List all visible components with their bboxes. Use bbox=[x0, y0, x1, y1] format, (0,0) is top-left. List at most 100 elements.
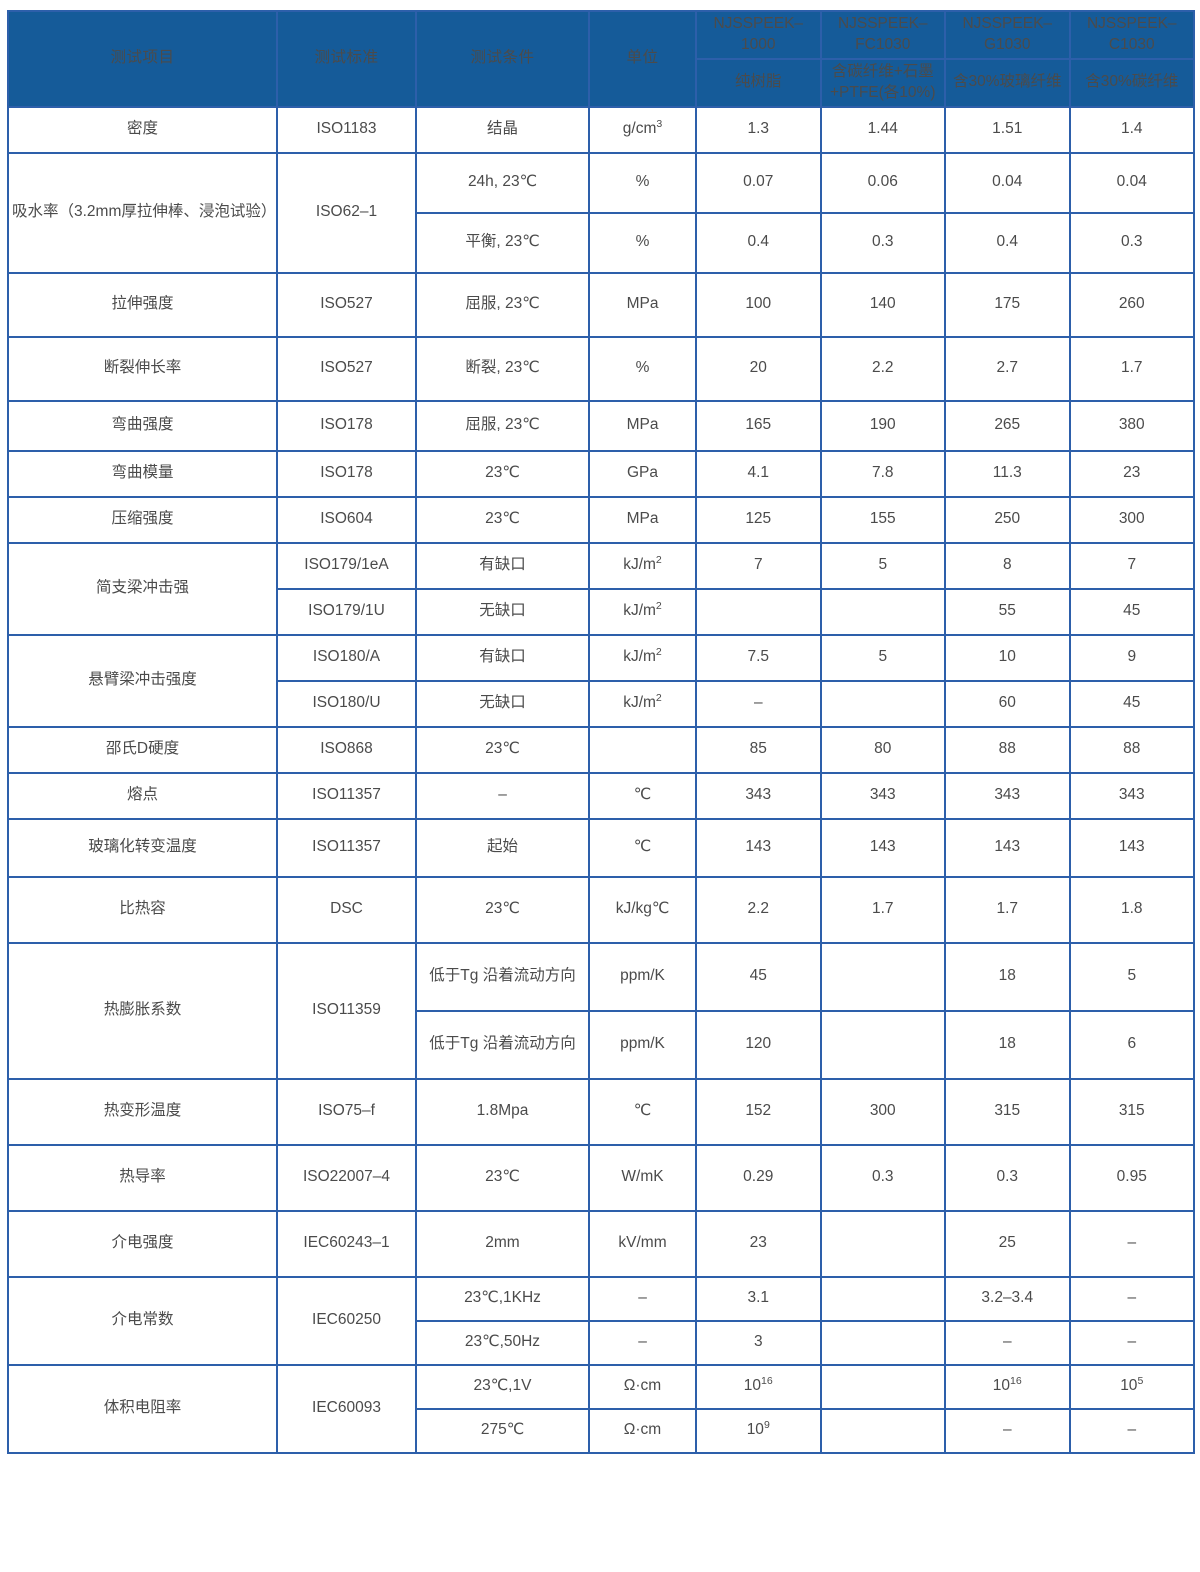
row-test-standard: ISO179/1U bbox=[276, 587, 417, 636]
grade-name-line1: NJSSPEEK– bbox=[1086, 15, 1177, 32]
value-njsspeek-g1030: 25 bbox=[944, 1209, 1071, 1278]
value-njsspeek-c1030: 260 bbox=[1068, 271, 1195, 338]
table-row: 275℃ Ω·cm 109 – – bbox=[8, 1407, 1195, 1454]
row-test-item: 吸水率（3.2mm厚拉伸棒、浸泡试验） bbox=[7, 151, 278, 274]
row-test-standard: IEC60093 bbox=[276, 1363, 417, 1454]
header-grade-desc-fc1030: 含碳纤维+石墨 +PTFE(各10%) bbox=[819, 57, 946, 108]
table-row: ISO179/1U 无缺口 kJ/m2 55 45 bbox=[8, 587, 1195, 636]
row-unit: % bbox=[588, 151, 697, 214]
row-test-condition: 1.8Mpa bbox=[415, 1077, 590, 1146]
row-test-standard: IEC60250 bbox=[276, 1275, 417, 1366]
value-njsspeek-fc1030: 190 bbox=[819, 399, 946, 452]
table-row: 弯曲强度 ISO178 屈服, 23℃ MPa 165 190 265 380 bbox=[7, 399, 1195, 452]
row-test-item: 热变形温度 bbox=[7, 1077, 278, 1146]
value-njsspeek-g1030: 1.51 bbox=[944, 105, 1071, 154]
row-unit: GPa bbox=[588, 449, 697, 498]
value-njsspeek-1000: 165 bbox=[695, 399, 822, 452]
value-njsspeek-g1030: 3.2–3.4 bbox=[944, 1275, 1071, 1322]
row-unit: – bbox=[588, 1275, 697, 1322]
value-njsspeek-fc1030: 80 bbox=[819, 725, 946, 774]
value-njsspeek-g1030: 60 bbox=[944, 679, 1071, 728]
row-test-standard: DSC bbox=[276, 875, 417, 944]
table-row: 平衡, 23℃% 0.4 0.3 0.4 0.3 bbox=[8, 211, 1195, 274]
value-njsspeek-fc1030: 1.7 bbox=[819, 875, 946, 944]
value-njsspeek-1000: 0.29 bbox=[695, 1143, 822, 1212]
row-test-condition: 23℃ bbox=[415, 449, 590, 498]
row-test-condition: 屈服, 23℃ bbox=[415, 271, 590, 338]
header-grade-desc-c1030: 含30%碳纤维 bbox=[1068, 57, 1195, 108]
value-njsspeek-c1030: – bbox=[1068, 1209, 1195, 1278]
row-test-item: 压缩强度 bbox=[7, 495, 278, 544]
value-njsspeek-fc1030 bbox=[819, 587, 946, 636]
row-test-condition: 断裂, 23℃ bbox=[415, 335, 590, 402]
value-njsspeek-fc1030 bbox=[819, 679, 946, 728]
row-unit: ℃ bbox=[588, 771, 697, 820]
value-njsspeek-g1030: 1.7 bbox=[944, 875, 1071, 944]
row-test-standard: ISO868 bbox=[276, 725, 417, 774]
value-njsspeek-1000: 1016 bbox=[695, 1363, 822, 1410]
value-njsspeek-c1030: – bbox=[1068, 1319, 1195, 1366]
value-njsspeek-g1030: 143 bbox=[944, 817, 1071, 878]
row-test-condition: – bbox=[415, 771, 590, 820]
header-grade-njsspeek-g1030: NJSSPEEK– G1030 bbox=[944, 10, 1071, 60]
value-njsspeek-fc1030 bbox=[819, 1363, 946, 1410]
value-njsspeek-c1030: 143 bbox=[1068, 817, 1195, 878]
value-njsspeek-fc1030: 143 bbox=[819, 817, 946, 878]
value-njsspeek-fc1030: 155 bbox=[819, 495, 946, 544]
row-unit: % bbox=[588, 335, 697, 402]
value-njsspeek-1000: 45 bbox=[695, 941, 822, 1012]
value-njsspeek-fc1030: 5 bbox=[819, 633, 946, 682]
row-test-standard: ISO178 bbox=[276, 449, 417, 498]
row-unit: W/mK bbox=[588, 1143, 697, 1212]
table-row: 弯曲模量 ISO178 23℃ GPa 4.1 7.8 11.3 23 bbox=[7, 449, 1195, 498]
value-njsspeek-g1030: 55 bbox=[944, 587, 1071, 636]
row-test-standard: ISO11359 bbox=[276, 941, 417, 1080]
value-njsspeek-c1030: 1.8 bbox=[1068, 875, 1195, 944]
row-unit: Ω·cm bbox=[588, 1407, 697, 1454]
grade-name-line2: 1000 bbox=[741, 35, 776, 53]
row-test-condition: 23℃,50Hz bbox=[415, 1319, 590, 1366]
table-row: 低于Tg 沿着流动方向 ppm/K 120 18 6 bbox=[8, 1009, 1195, 1080]
value-njsspeek-g1030: 250 bbox=[944, 495, 1071, 544]
row-test-standard: ISO180/U bbox=[276, 679, 417, 728]
row-test-item: 介电常数 bbox=[7, 1275, 278, 1366]
value-njsspeek-1000: 85 bbox=[695, 725, 822, 774]
value-njsspeek-c1030: 380 bbox=[1068, 399, 1195, 452]
row-test-item: 比热容 bbox=[7, 875, 278, 944]
row-test-item: 热导率 bbox=[7, 1143, 278, 1212]
row-test-item: 热膨胀系数 bbox=[7, 941, 278, 1080]
row-unit: kJ/m2 bbox=[588, 587, 697, 636]
header-row-top: 测试项目 测试标准 测试条件 单位 NJSSPEEK– 1000 NJSSPEE… bbox=[7, 10, 1195, 108]
row-test-standard: ISO179/1eA bbox=[276, 541, 417, 590]
table-row: 比热容 DSC 23℃ kJ/kg℃ 2.2 1.7 1.7 1.8 bbox=[7, 875, 1195, 944]
value-njsspeek-fc1030: 343 bbox=[819, 771, 946, 820]
value-njsspeek-g1030: 88 bbox=[944, 725, 1071, 774]
table-row: 体积电阻率 IEC60093 23℃,1V Ω·cm 1016 1016 105 bbox=[7, 1363, 1195, 1454]
row-test-condition: 23℃ bbox=[415, 1143, 590, 1212]
row-test-standard: ISO11357 bbox=[276, 817, 417, 878]
value-njsspeek-g1030: 18 bbox=[944, 1009, 1071, 1080]
value-njsspeek-c1030: 343 bbox=[1068, 771, 1195, 820]
table-row: 介电强度 IEC60243–1 2mm kV/mm 23 25– bbox=[7, 1209, 1195, 1278]
value-njsspeek-c1030: – bbox=[1068, 1275, 1195, 1322]
value-njsspeek-fc1030: 0.3 bbox=[819, 1143, 946, 1212]
row-unit: Ω·cm bbox=[588, 1363, 697, 1410]
value-njsspeek-1000: 7 bbox=[695, 541, 822, 590]
row-test-standard: ISO75–f bbox=[276, 1077, 417, 1146]
row-unit: – bbox=[588, 1319, 697, 1366]
row-unit: ppm/K bbox=[588, 1009, 697, 1080]
value-njsspeek-fc1030: 1.44 bbox=[819, 105, 946, 154]
grade-name-line1: NJSSPEEK– bbox=[837, 15, 928, 32]
table-row: 邵氏D硬度 ISO868 23℃ 85 80 88 88 bbox=[7, 725, 1195, 774]
value-njsspeek-c1030: 7 bbox=[1068, 541, 1195, 590]
value-njsspeek-c1030: 88 bbox=[1068, 725, 1195, 774]
value-njsspeek-g1030: – bbox=[944, 1407, 1071, 1454]
row-test-item: 密度 bbox=[7, 105, 278, 154]
table-body: 密度 ISO1183 结晶 g/cm3 1.3 1.44 1.51 1.4 吸水率（3.2mm厚… bbox=[7, 105, 1195, 1454]
value-njsspeek-g1030: 11.3 bbox=[944, 449, 1071, 498]
value-njsspeek-fc1030: 0.3 bbox=[819, 211, 946, 274]
row-unit: kJ/kg℃ bbox=[588, 875, 697, 944]
value-njsspeek-fc1030: 5 bbox=[819, 541, 946, 590]
row-test-standard: IEC60243–1 bbox=[276, 1209, 417, 1278]
